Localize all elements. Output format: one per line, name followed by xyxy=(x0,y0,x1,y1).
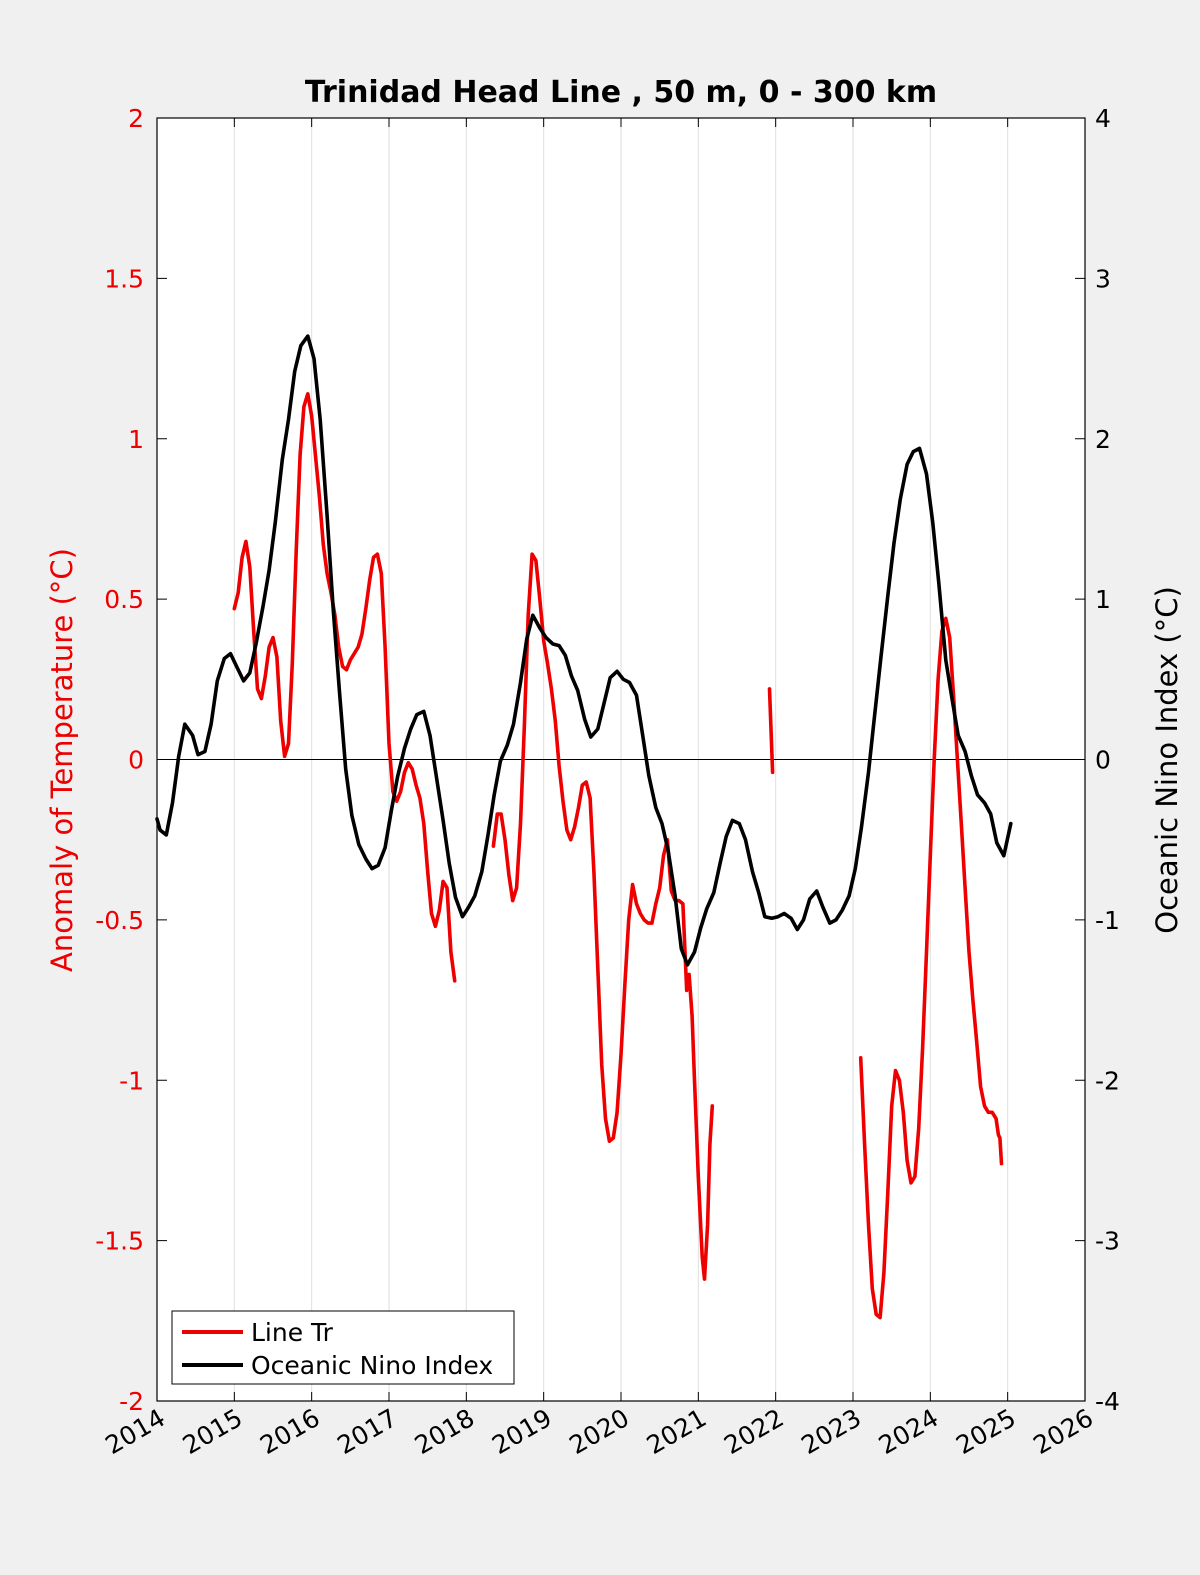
x-tick-label: 2019 xyxy=(487,1403,557,1460)
chart-title: Trinidad Head Line , 50 m, 0 - 300 km xyxy=(305,75,937,110)
legend: Line Tr Oceanic Nino Index xyxy=(172,1311,514,1384)
y-axis-left-label: Anomaly of Temperature (°C) xyxy=(45,548,79,972)
y-left-tick-label: 0.5 xyxy=(104,585,144,614)
y-left-tick-label: -0.5 xyxy=(95,906,144,935)
x-tick-label: 2022 xyxy=(719,1403,789,1460)
x-tick-label: 2015 xyxy=(178,1403,248,1460)
y-left-tick-label: -2 xyxy=(119,1387,144,1416)
y-right-tick-label: -3 xyxy=(1095,1227,1120,1256)
y-left-tick-label: 1 xyxy=(128,425,144,454)
x-tick-label: 2018 xyxy=(410,1403,480,1460)
y-right-tick-label: 1 xyxy=(1095,585,1111,614)
y-left-tick-label: -1 xyxy=(119,1066,144,1095)
y-left-tick-label: 1.5 xyxy=(104,264,144,293)
x-tick-label: 2020 xyxy=(564,1403,634,1460)
y-right-tick-label: -1 xyxy=(1095,906,1120,935)
y-right-tick-label: -2 xyxy=(1095,1066,1120,1095)
y-left-tick-label: 2 xyxy=(128,104,144,133)
y-left-tick-label: -1.5 xyxy=(95,1227,144,1256)
x-tick-label: 2025 xyxy=(951,1403,1021,1460)
x-tick-label: 2021 xyxy=(642,1403,712,1460)
y-right-tick-label: 3 xyxy=(1095,264,1111,293)
y-left-tick-label: 0 xyxy=(128,746,144,775)
x-tick-label: 2024 xyxy=(874,1403,944,1460)
y-right-tick-label: 4 xyxy=(1095,104,1111,133)
legend-label-line-tr: Line Tr xyxy=(251,1318,334,1347)
x-tick-label: 2026 xyxy=(1028,1403,1098,1460)
x-tick-label: 2017 xyxy=(332,1403,402,1460)
y-right-tick-label: -4 xyxy=(1095,1387,1120,1416)
x-tick-label: 2023 xyxy=(796,1403,866,1460)
y-right-tick-label: 2 xyxy=(1095,425,1111,454)
legend-label-oni: Oceanic Nino Index xyxy=(251,1351,493,1380)
y-axis-right-label: Oceanic Nino Index (°C) xyxy=(1150,586,1184,934)
x-tick-label: 2016 xyxy=(255,1403,325,1460)
y-right-tick-label: 0 xyxy=(1095,746,1111,775)
chart: 2 0 1 4 2015 2016 2017 2018 2019 2020 2021 2022 2023… xyxy=(0,0,1200,1575)
